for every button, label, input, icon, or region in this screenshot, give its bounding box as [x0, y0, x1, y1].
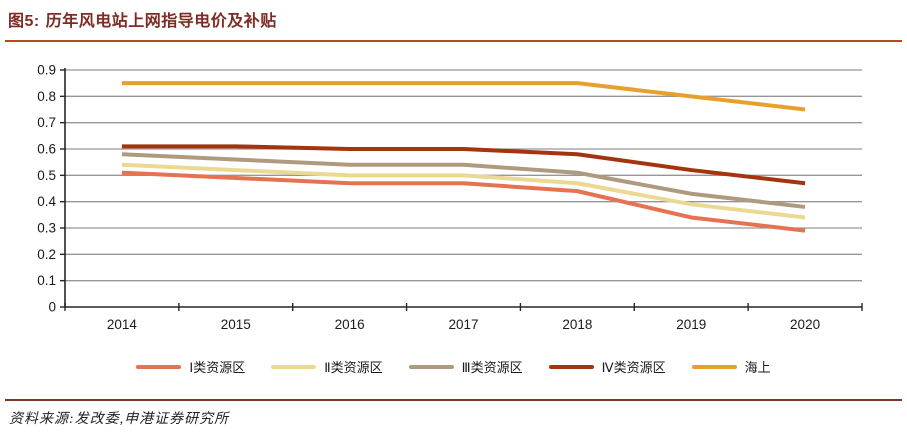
x-axis-label: 2019: [676, 317, 706, 332]
y-axis-label: 0.4: [37, 194, 56, 209]
legend-swatch: [548, 364, 594, 369]
legend-label: Ⅳ类资源区: [601, 360, 666, 375]
y-axis-label: 0.5: [37, 168, 56, 183]
series-line-Ⅰ类资源区: [121, 170, 806, 233]
y-axis-label: 0.1: [37, 273, 56, 288]
legend-item: Ⅲ类资源区: [408, 357, 523, 376]
y-axis-label: 0.2: [37, 247, 56, 262]
figure-header: 图5: 历年风电站上网指导电价及补贴: [8, 7, 277, 31]
x-axis-label: 2018: [562, 317, 592, 332]
y-axis-label: 0.9: [37, 63, 56, 78]
series-line-Ⅳ类资源区: [121, 144, 806, 186]
header-divider: [5, 40, 902, 42]
series-line-Ⅲ类资源区: [121, 152, 806, 209]
source-note: 资料来源:发改委,申港证券研究所: [9, 412, 230, 427]
x-axis-label: 2014: [107, 317, 138, 332]
y-axis-label: 0.3: [37, 221, 56, 236]
legend-swatch: [271, 364, 317, 369]
legend-item: Ⅱ类资源区: [271, 357, 383, 376]
x-axis-label: 2017: [448, 317, 478, 332]
footer-divider: [5, 399, 902, 401]
legend-item: Ⅳ类资源区: [548, 357, 666, 376]
chart-legend: Ⅰ类资源区 Ⅱ类资源区 Ⅲ类资源区 Ⅳ类资源区 海上: [0, 357, 907, 376]
y-axis-label: 0.6: [37, 142, 56, 157]
legend-label: Ⅲ类资源区: [461, 360, 523, 375]
y-axis-label: 0: [48, 300, 56, 315]
figure-number-label: 图5:: [8, 13, 40, 30]
legend-label: Ⅱ类资源区: [324, 360, 383, 375]
line-chart: 0.9 0.8 0.7 0.6 0.5 0.4 0.3 0.2 0.1 0 2014 2015 2016…: [37, 63, 863, 332]
legend-swatch: [408, 364, 454, 369]
series-line-Ⅱ类资源区: [121, 162, 806, 220]
x-axis-label: 2015: [221, 317, 251, 332]
legend-label: Ⅰ类资源区: [189, 360, 246, 375]
x-axis-label: 2020: [790, 317, 820, 332]
legend-item: 海上: [691, 357, 771, 376]
series-line-海上: [121, 81, 806, 112]
figure-title: 历年风电站上网指导电价及补贴: [45, 13, 277, 30]
legend-item: Ⅰ类资源区: [136, 357, 245, 376]
legend-label: 海上: [744, 360, 771, 375]
legend-swatch: [691, 364, 737, 369]
legend-swatch: [136, 364, 182, 369]
x-axis-label: 2016: [335, 317, 365, 332]
y-axis-label: 0.8: [37, 89, 56, 104]
y-axis-label: 0.7: [37, 115, 56, 130]
